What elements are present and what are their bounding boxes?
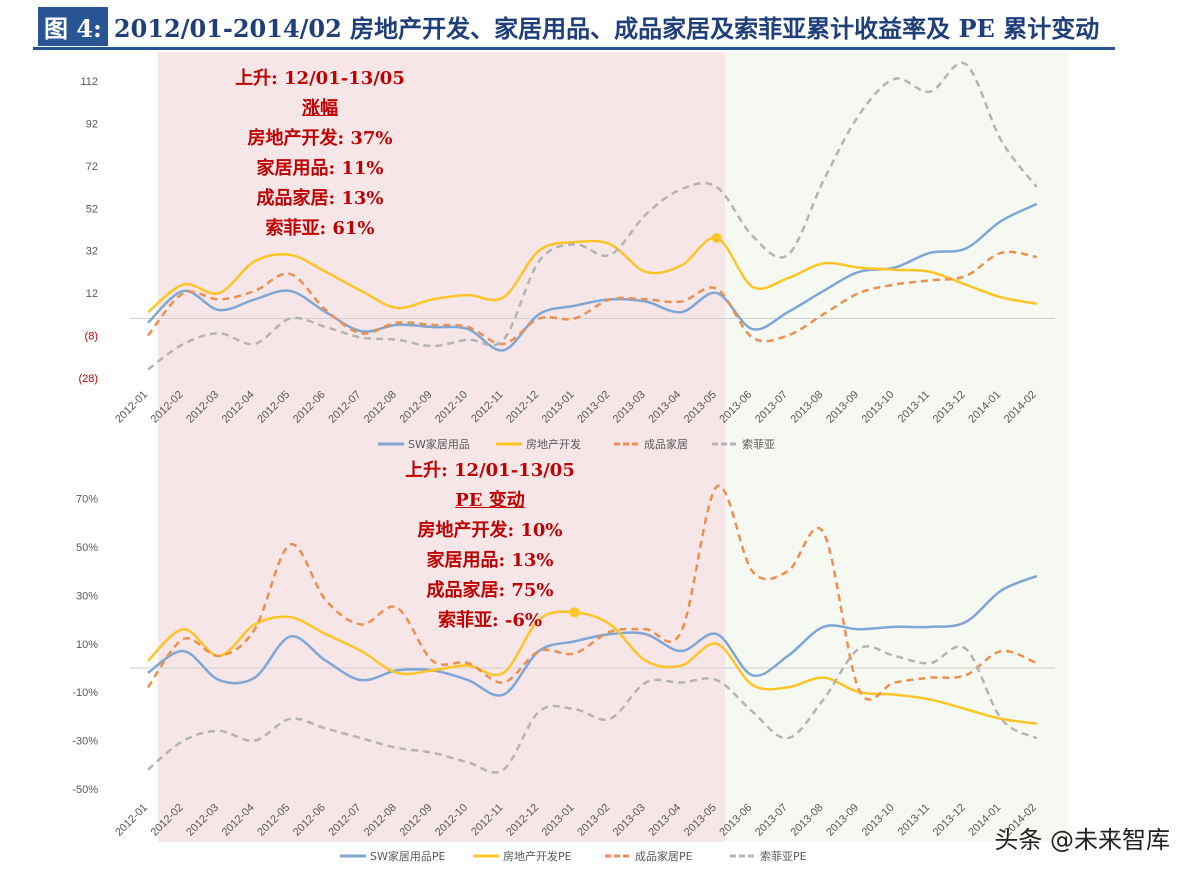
annotation-line: 上升: 12/01-13/05 [235, 68, 405, 89]
y-tick-label: 30% [76, 590, 98, 602]
annotation-line: 家居用品: 11% [256, 158, 384, 179]
y-tick-label: 50% [76, 542, 98, 554]
y-tick-label: 112 [80, 76, 98, 88]
y-tick-label: 92 [86, 118, 98, 130]
series-line-furn [146, 484, 1038, 701]
legend-label: 房地产开发PE [503, 849, 572, 863]
y-tick-label: 72 [86, 161, 98, 173]
x-tick-label: 2012-01 [113, 389, 150, 426]
y-tick-label: (8) [85, 330, 98, 342]
annotation-bottom: 上升: 12/01-13/05 PE 变动 房地产开发: 10% 家居用品: 1… [370, 456, 610, 636]
legend-label: 索菲亚 [742, 437, 775, 451]
annotation-line: 成品家居: 75% [426, 580, 554, 601]
post-period-background [725, 52, 1068, 842]
y-tick-label: -30% [72, 736, 98, 748]
watermark: 头条 @未来智库 [994, 826, 1170, 854]
legend-label: 房地产开发 [526, 437, 581, 451]
title-rule [33, 47, 1115, 50]
series-line-dev [147, 236, 1037, 314]
annotation-top: 上升: 12/01-13/05 涨幅 房地产开发: 37% 家居用品: 11% … [200, 64, 440, 244]
y-tick-label: 12 [86, 288, 98, 300]
figure-title-text: 2012/01-2014/02 房地产开发、家居用品、成品家居及索菲亚累计收益率… [113, 13, 1100, 43]
y-tick-label: -50% [72, 784, 98, 796]
y-tick-label: (28) [78, 373, 98, 385]
legend: SW家居用品PE 房地产开发PE 成品家居PE 索菲亚PE [340, 849, 807, 863]
annotation-line: 房地产开发: 37% [247, 128, 393, 149]
annotation-line: 房地产开发: 10% [417, 520, 563, 541]
series-marker-dev [711, 232, 722, 243]
legend-label: 成品家居PE [635, 849, 693, 863]
legend-label: 索菲亚PE [760, 849, 807, 863]
y-tick-label: 10% [76, 639, 98, 651]
figure-title: 图 4: 2012/01-2014/02 房地产开发、家居用品、成品家居及索菲亚累… [38, 6, 1100, 46]
series-line-sw [147, 202, 1038, 352]
series-marker-dev [569, 607, 580, 618]
x-tick-label: 2012-01 [113, 802, 150, 839]
series-line-sofia [147, 61, 1038, 371]
series-line-furn [147, 250, 1037, 346]
y-tick-label: 32 [86, 246, 98, 258]
annotation-line: 家居用品: 13% [426, 550, 554, 571]
legend-label: 成品家居 [644, 437, 688, 451]
annotation-line: 索菲亚: 61% [265, 218, 375, 239]
y-tick-label: -10% [72, 687, 98, 699]
series-line-dev [147, 610, 1037, 725]
series-line-sw [147, 574, 1038, 697]
legend-label: SW家居用品PE [370, 849, 445, 863]
y-tick-label: 70% [76, 494, 98, 506]
annotation-line: 索菲亚: -6% [437, 610, 542, 631]
annotation-line: 上升: 12/01-13/05 [405, 460, 575, 481]
annotation-line: 成品家居: 13% [256, 188, 384, 209]
y-tick-label: 52 [86, 203, 98, 215]
legend: SW家居用品 房地产开发 成品家居 索菲亚 [378, 437, 775, 451]
legend-label: SW家居用品 [408, 437, 470, 451]
annotation-line: PE 变动 [455, 490, 525, 511]
annotation-line: 涨幅 [302, 98, 338, 119]
figure-tag: 图 4: [38, 6, 108, 46]
rise-period-background [158, 52, 725, 842]
